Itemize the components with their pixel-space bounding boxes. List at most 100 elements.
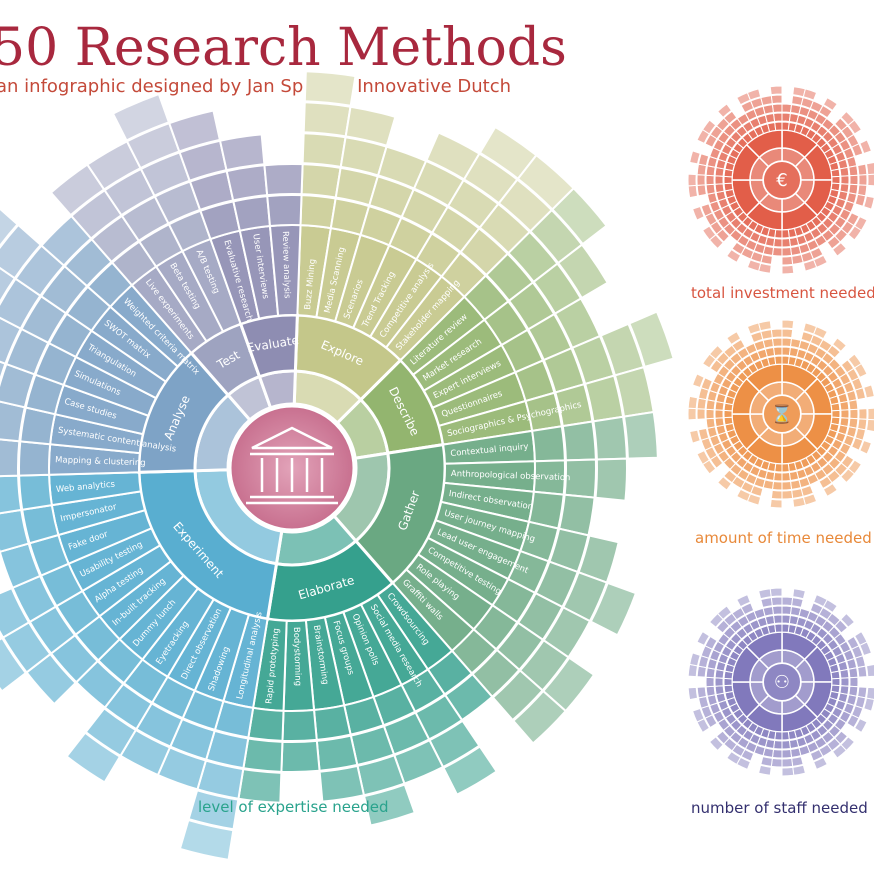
hourglass-wheel: ⌛ bbox=[687, 319, 874, 509]
small-level-bar bbox=[789, 245, 802, 256]
small-level-bar bbox=[762, 104, 775, 115]
small-level-bar bbox=[865, 686, 874, 701]
method-40[interactable]: Simulations bbox=[0, 287, 158, 417]
expertise-level-bar bbox=[312, 704, 352, 741]
small-level-bar bbox=[771, 103, 783, 114]
small-level-bar bbox=[813, 756, 828, 771]
small-level-bar bbox=[859, 439, 873, 455]
expertise-level-bar bbox=[167, 109, 222, 153]
small-level-bar bbox=[771, 748, 783, 759]
method-18[interactable]: Graffiti walls bbox=[391, 568, 568, 745]
small-level-bar bbox=[781, 264, 795, 275]
small-level-bar bbox=[773, 346, 783, 357]
expertise-level-bar bbox=[218, 133, 266, 172]
expertise-level-bar bbox=[300, 163, 342, 199]
method-12[interactable]: Anthropological observation bbox=[443, 457, 628, 502]
small-level-bar bbox=[857, 163, 868, 176]
people-wheel: ⚇ bbox=[687, 587, 874, 777]
method-49[interactable]: Review analysis bbox=[263, 163, 304, 317]
method-39[interactable]: Case studies bbox=[0, 343, 150, 436]
small-level-bar bbox=[762, 606, 775, 617]
small-level-bar bbox=[854, 193, 867, 207]
method-45[interactable]: Beta testing bbox=[85, 139, 225, 343]
expertise-level-bar bbox=[442, 745, 499, 797]
small-level-bar bbox=[867, 407, 874, 421]
method-46[interactable]: A/B testing bbox=[111, 92, 242, 333]
expertise-level-bar bbox=[0, 438, 21, 478]
expertise-level-bar bbox=[622, 410, 659, 460]
small-level-bar bbox=[781, 731, 790, 741]
small-level-bar bbox=[689, 429, 701, 444]
small-level-bar bbox=[714, 175, 724, 185]
small-level-bar bbox=[696, 686, 707, 699]
page-title: 50 Research Methods bbox=[0, 18, 567, 78]
small-level-bar bbox=[859, 641, 873, 657]
small-level-bar bbox=[822, 598, 838, 614]
small-level-bar bbox=[854, 655, 867, 669]
small-level-bar bbox=[760, 95, 773, 107]
small-level-bar bbox=[723, 409, 733, 419]
method-25[interactable]: Rapid prototyping bbox=[237, 617, 288, 804]
small-level-bar bbox=[716, 605, 733, 621]
method-19[interactable]: Crowdsourcing bbox=[376, 581, 494, 722]
method-label: Bodystorming bbox=[291, 627, 303, 686]
small-level-bar bbox=[708, 344, 724, 360]
method-8[interactable]: Expert interviews bbox=[422, 297, 602, 410]
expertise-level-bar bbox=[281, 708, 318, 742]
method-48[interactable]: User interviews bbox=[218, 133, 280, 320]
small-level-bar bbox=[781, 246, 793, 257]
small-level-bar bbox=[773, 614, 783, 625]
method-2[interactable]: Scenarios bbox=[333, 145, 428, 330]
small-level-bar bbox=[781, 103, 793, 114]
small-level-bar bbox=[689, 150, 701, 165]
method-37[interactable]: Mapping & clustering bbox=[0, 435, 146, 478]
small-level-bar bbox=[700, 377, 713, 391]
expertise-level-bar bbox=[225, 164, 269, 202]
method-27[interactable]: Shadowing bbox=[156, 606, 251, 791]
small-level-bar bbox=[781, 757, 794, 768]
expertise-level-bar bbox=[302, 101, 352, 138]
small-level-bar bbox=[705, 417, 716, 429]
small-level-bar bbox=[851, 143, 864, 157]
small-level-bar bbox=[770, 596, 783, 607]
method-34[interactable]: Fake door bbox=[0, 508, 153, 590]
small-level-bar bbox=[691, 373, 705, 389]
small-level-bar bbox=[834, 619, 849, 634]
expertise-level-bar bbox=[0, 474, 23, 515]
expertise-level-bar bbox=[65, 731, 122, 784]
small-level-bar bbox=[723, 110, 738, 125]
small-level-bar bbox=[848, 399, 859, 411]
method-11[interactable]: Contextual inquiry bbox=[442, 410, 659, 465]
small-level-bar bbox=[791, 253, 804, 265]
small-level-bar bbox=[791, 597, 804, 609]
small-level-bar bbox=[818, 475, 833, 490]
small-level-bar bbox=[830, 402, 841, 412]
method-23[interactable]: Brainstorming bbox=[304, 616, 366, 803]
small-level-bar bbox=[696, 184, 707, 197]
method-1[interactable]: Media Scanning bbox=[315, 105, 397, 323]
small-level-bar bbox=[781, 480, 793, 491]
small-level-bar bbox=[851, 437, 864, 451]
method-13[interactable]: Indirect observation bbox=[440, 481, 596, 537]
small-level-bar bbox=[865, 663, 874, 678]
method-22[interactable]: Focus groups bbox=[323, 610, 417, 827]
small-level-bar bbox=[865, 418, 874, 433]
expertise-level-bar bbox=[263, 163, 304, 197]
method-32[interactable]: Alpha testing bbox=[0, 544, 173, 693]
expertise-level-bar bbox=[511, 689, 568, 745]
small-level-bar bbox=[723, 175, 733, 185]
small-level-bar bbox=[704, 635, 718, 650]
small-level-bar bbox=[831, 743, 848, 759]
expertise-level-bar bbox=[530, 425, 566, 463]
small-level-bar bbox=[716, 475, 733, 491]
small-level-bar bbox=[802, 259, 818, 272]
small-level-bar bbox=[840, 612, 856, 628]
method-42[interactable]: SWOT matrix bbox=[0, 204, 179, 383]
small-level-bar bbox=[831, 241, 848, 257]
small-level-bar bbox=[701, 225, 717, 241]
expertise-level-bar bbox=[280, 739, 321, 773]
small-level-bar bbox=[760, 755, 773, 767]
